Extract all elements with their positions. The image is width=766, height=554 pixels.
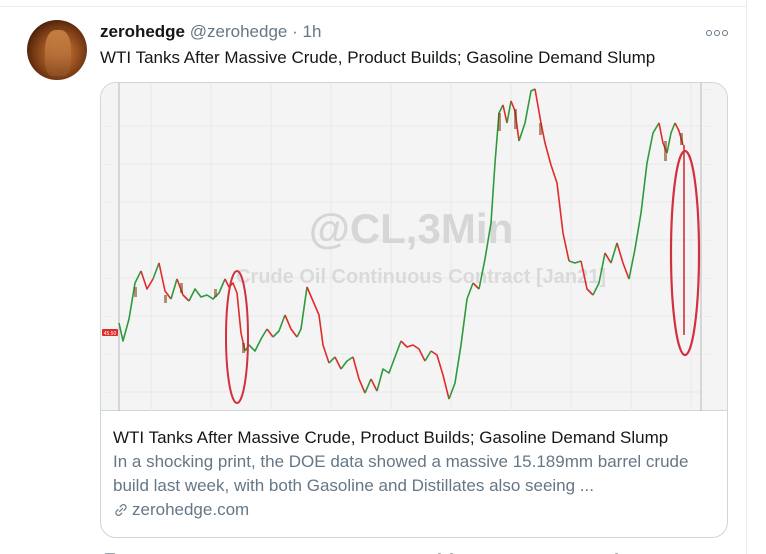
svg-text:·····: ·····	[705, 162, 712, 167]
card-domain-text: zerohedge.com	[132, 500, 250, 519]
card-body: WTI Tanks After Massive Crude, Product B…	[113, 426, 723, 522]
svg-text:·····: ·····	[104, 124, 111, 129]
timeline-column: zerohedge @zerohedge · 1h WTI Tanks Afte…	[0, 0, 747, 554]
svg-text:·····: ·····	[104, 314, 111, 319]
svg-text:·····: ·····	[104, 200, 111, 205]
avatar[interactable]	[27, 20, 87, 80]
svg-text:·····: ·····	[104, 238, 111, 243]
svg-text:·····: ·····	[705, 87, 712, 92]
svg-text:·····: ·····	[705, 276, 712, 281]
avatar-photo	[45, 30, 71, 76]
author-handle[interactable]: @zerohedge	[189, 22, 288, 41]
link-icon	[115, 504, 127, 516]
separator: ·	[292, 22, 298, 41]
card-title: WTI Tanks After Massive Crude, Product B…	[113, 428, 669, 447]
divider	[0, 6, 747, 7]
svg-text:45.50: 45.50	[104, 331, 117, 337]
svg-text:·····: ·····	[104, 276, 111, 281]
author-name[interactable]: zerohedge	[100, 22, 186, 41]
svg-text:·····: ·····	[705, 124, 712, 129]
svg-text:Crude Oil Continuous Contract: Crude Oil Continuous Contract [Jan21]	[236, 266, 606, 288]
svg-text:·····: ·····	[705, 352, 712, 357]
timestamp[interactable]: 1h	[302, 22, 322, 41]
link-card[interactable]: ····· ····· ····· ····· ····· ····· ····· ···…	[100, 82, 728, 538]
card-image-chart: ····· ····· ····· ····· ····· ····· ····· ···…	[101, 83, 727, 411]
svg-text:·····: ·····	[705, 314, 712, 319]
card-domain: zerohedge.com	[113, 498, 723, 522]
more-horizontal-icon[interactable]	[706, 27, 730, 39]
svg-text:·····: ·····	[104, 390, 111, 395]
svg-text:@CL,3Min: @CL,3Min	[309, 205, 513, 252]
svg-text:·····: ·····	[705, 238, 712, 243]
card-description: In a shocking print, the DOE data showed…	[113, 452, 689, 495]
tweet-header: zerohedge @zerohedge · 1h	[100, 21, 321, 43]
candlestick-chart: ····· ····· ····· ····· ····· ····· ····· ···…	[102, 83, 712, 411]
tweet[interactable]: zerohedge @zerohedge · 1h WTI Tanks Afte…	[0, 7, 746, 554]
svg-text:·····: ·····	[104, 162, 111, 167]
svg-text:·····: ·····	[705, 200, 712, 205]
svg-text:·····: ·····	[104, 352, 111, 357]
tweet-text: WTI Tanks After Massive Crude, Product B…	[100, 48, 656, 67]
